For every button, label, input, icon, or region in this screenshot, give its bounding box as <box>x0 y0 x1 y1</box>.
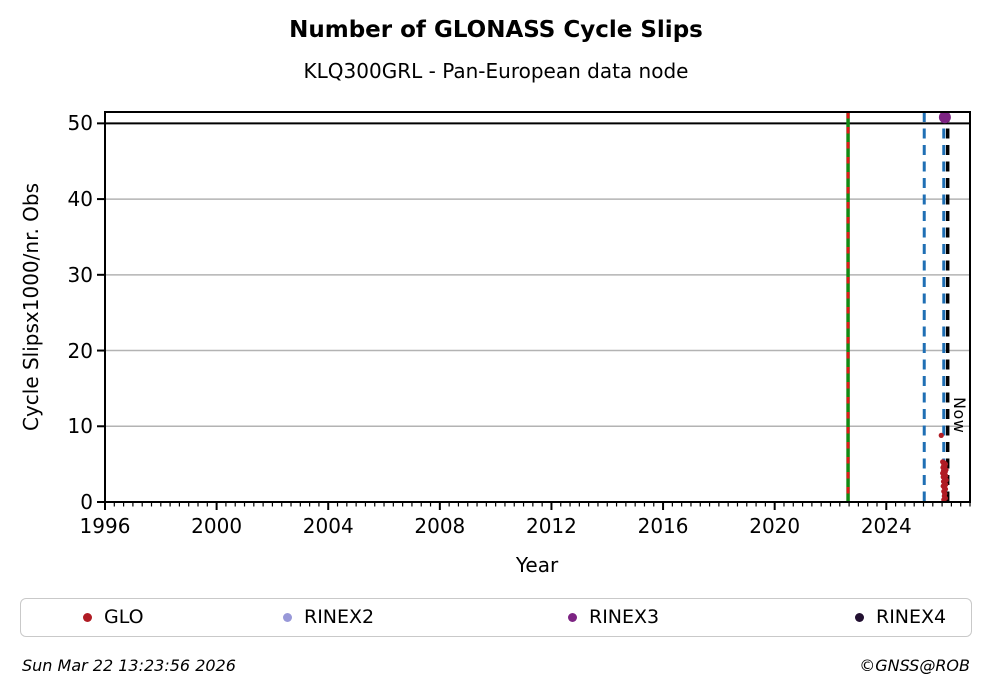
y-tick-label: 0 <box>80 490 93 514</box>
legend-label: RINEX2 <box>304 606 375 628</box>
legend-item-glo: GLO <box>83 599 144 635</box>
y-tick-label: 30 <box>67 262 93 287</box>
y-axis-label: Cycle Slipsx1000/nr. Obs <box>19 182 43 432</box>
x-tick-label: 2024 <box>860 514 912 538</box>
x-tick-label: 2012 <box>525 514 577 538</box>
legend-item-rinex4: RINEX4 <box>855 599 946 635</box>
legend-label: RINEX3 <box>589 606 660 628</box>
legend-marker-icon <box>568 612 577 622</box>
legend-label: RINEX4 <box>876 606 947 628</box>
credit-text: ©GNSS@ROB <box>859 656 970 675</box>
data-point-glo <box>938 432 944 438</box>
legend-marker-icon <box>83 612 92 622</box>
legend-marker-icon <box>855 612 864 622</box>
legend-label: GLO <box>104 606 144 628</box>
legend: GLO RINEX2 RINEX3 RINEX4 <box>20 598 972 637</box>
legend-item-rinex2: RINEX2 <box>283 599 374 635</box>
chart-subtitle: KLQ300GRL - Pan-European data node <box>303 59 689 83</box>
x-axis-label: Year <box>515 553 559 577</box>
x-tick-label: 2008 <box>414 514 466 538</box>
x-tick-label: 2016 <box>637 514 689 538</box>
legend-item-rinex3: RINEX3 <box>568 599 659 635</box>
y-tick-label: 20 <box>67 338 93 363</box>
x-tick-label: 2004 <box>302 514 354 538</box>
y-tick-label: 50 <box>67 111 93 136</box>
legend-marker-icon <box>283 612 292 622</box>
data-point-rinex3 <box>938 111 951 124</box>
y-tick-label: 40 <box>67 187 93 212</box>
timestamp-text: Sun Mar 22 13:23:56 2026 <box>22 656 236 675</box>
x-tick-label: 2000 <box>191 514 243 538</box>
now-line-label: Now <box>950 397 969 434</box>
x-tick-label: 1996 <box>79 514 131 538</box>
plot-border <box>104 111 971 503</box>
chart-title: Number of GLONASS Cycle Slips <box>289 17 703 43</box>
x-tick-label: 2020 <box>749 514 801 538</box>
y-tick-label: 10 <box>67 414 93 439</box>
